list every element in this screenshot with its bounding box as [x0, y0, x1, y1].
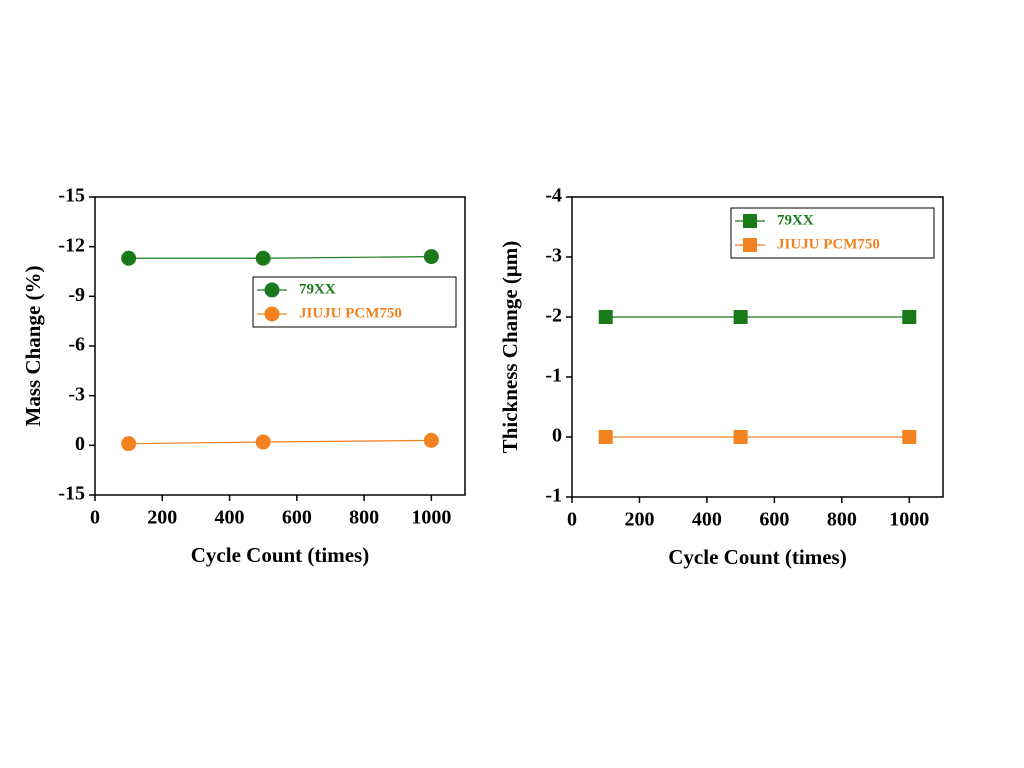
marker — [255, 434, 271, 450]
marker — [902, 310, 917, 324]
marker — [733, 430, 748, 444]
y-tick-label: 0 — [75, 433, 85, 455]
marker — [598, 430, 613, 444]
x-tick-label: 600 — [282, 507, 312, 529]
plot-frame — [94, 196, 466, 496]
legend-box — [252, 276, 457, 328]
marker — [121, 250, 137, 266]
marker — [733, 310, 748, 324]
marker — [423, 249, 439, 265]
legend-marker — [743, 238, 757, 252]
legend-text: JIUJU PCM750 — [299, 305, 402, 321]
y-tick-label: -3 — [68, 383, 85, 405]
legend-text: 79XX — [299, 281, 336, 297]
x-tick-label: 600 — [759, 509, 789, 531]
y-tick-label: -1 — [545, 365, 562, 387]
x-axis-title: Cycle Count (times) — [191, 543, 369, 567]
marker — [423, 432, 439, 448]
y-tick-label: 0 — [552, 425, 562, 447]
x-axis-title: Cycle Count (times) — [668, 545, 846, 569]
y-axis-title: Mass Change (%) — [21, 265, 45, 426]
x-tick-label: 0 — [567, 509, 577, 531]
legend-marker — [743, 214, 757, 228]
marker — [255, 250, 271, 266]
y-tick-label: -12 — [58, 234, 85, 256]
y-tick-label: -1 — [545, 485, 562, 507]
series-line — [128, 256, 432, 259]
x-tick-label: 0 — [90, 507, 100, 529]
x-tick-label: 200 — [147, 507, 177, 529]
marker — [902, 430, 917, 444]
series-line — [128, 439, 432, 445]
legend-box — [730, 207, 935, 259]
y-tick-label: -9 — [68, 284, 85, 306]
x-tick-label: 400 — [215, 507, 245, 529]
y-tick-label: -15 — [58, 483, 85, 505]
y-tick-label: -15 — [58, 185, 85, 207]
x-tick-label: 400 — [692, 509, 722, 531]
legend-text: 79XX — [777, 212, 814, 228]
legend-marker — [264, 306, 280, 322]
x-tick-label: 1000 — [411, 507, 451, 529]
x-tick-label: 200 — [624, 509, 654, 531]
x-tick-label: 800 — [827, 509, 857, 531]
y-tick-label: -6 — [68, 334, 85, 356]
marker — [598, 310, 613, 324]
y-axis-title: Thickness Change (μm) — [498, 241, 522, 454]
y-tick-label: -3 — [545, 245, 562, 267]
x-tick-label: 1000 — [889, 509, 929, 531]
legend-text: JIUJU PCM750 — [777, 236, 880, 252]
marker — [121, 436, 137, 452]
y-tick-label: -4 — [545, 185, 562, 207]
y-tick-label: -2 — [545, 305, 562, 327]
legend-marker — [264, 282, 280, 298]
x-tick-label: 800 — [349, 507, 379, 529]
plot-frame — [571, 196, 944, 498]
